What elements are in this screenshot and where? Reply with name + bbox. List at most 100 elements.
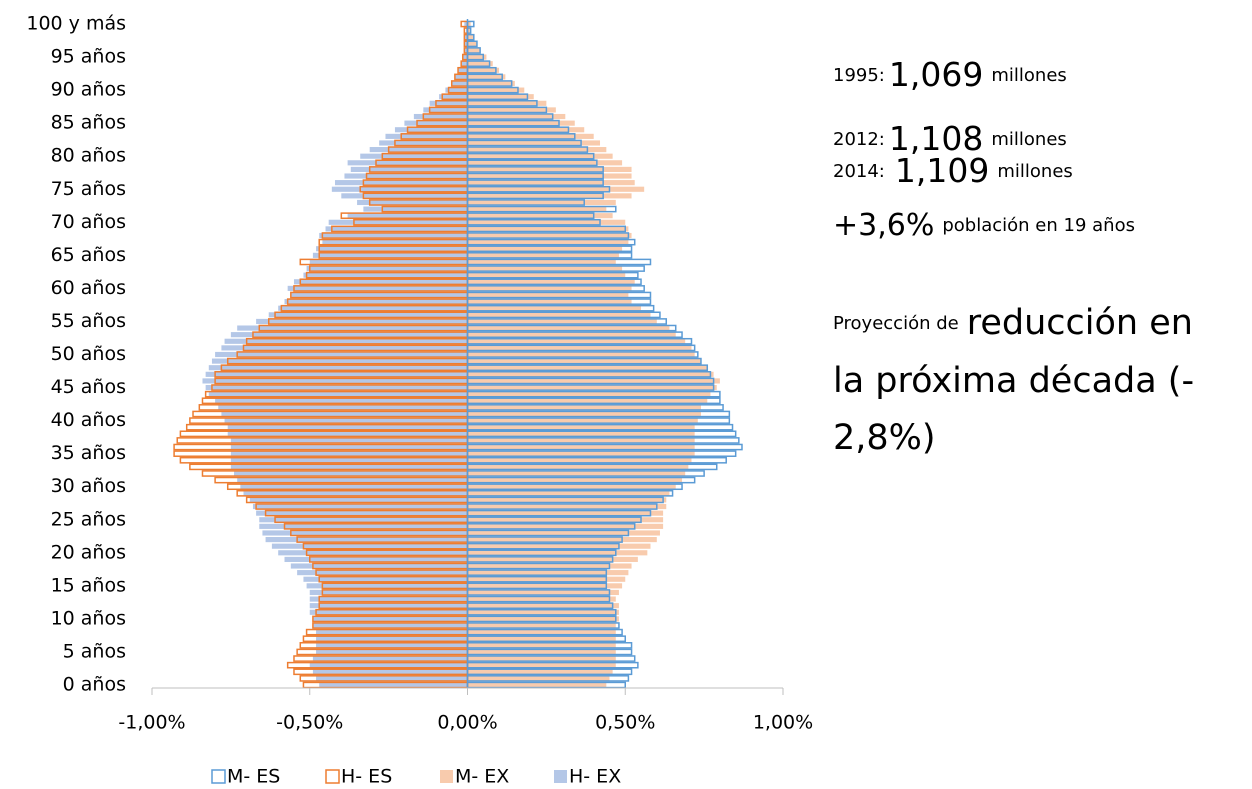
bar (467, 61, 493, 67)
bar (284, 299, 468, 305)
bar (467, 180, 635, 186)
bar (347, 213, 468, 219)
bar (467, 583, 623, 589)
bar (467, 299, 632, 305)
growth-text: población en 19 años (942, 215, 1135, 236)
bar (467, 206, 607, 212)
bar (467, 232, 632, 239)
bar (230, 437, 468, 444)
bar (316, 246, 468, 252)
bar (394, 127, 468, 133)
bar (467, 451, 695, 457)
y-tick-label: 15 años (51, 574, 126, 596)
bar (205, 384, 468, 391)
y-tick-label: 0 años (63, 674, 126, 696)
bar (309, 662, 468, 668)
bar (467, 358, 701, 364)
bar (467, 603, 619, 609)
bar (230, 451, 468, 457)
unit: millones (991, 129, 1066, 150)
population: 1,108 (889, 119, 983, 158)
bar (467, 437, 695, 444)
bar (309, 609, 468, 615)
bar (234, 470, 468, 477)
population: 1,069 (889, 55, 983, 94)
y-tick-label: 75 años (51, 178, 126, 200)
bar (445, 87, 468, 93)
bar (464, 21, 468, 27)
bar (303, 576, 468, 582)
bar (303, 272, 468, 278)
bar (454, 74, 468, 80)
bar (467, 662, 616, 668)
y-tick-label: 85 años (51, 112, 126, 134)
bar (467, 570, 629, 576)
bar (467, 325, 670, 331)
legend-swatch (211, 769, 226, 784)
bar (467, 285, 632, 291)
x-tick-label: -1,00% (118, 712, 185, 734)
bar (467, 47, 481, 54)
bar (467, 576, 626, 582)
bar (467, 87, 525, 93)
bar (316, 642, 468, 648)
bar (467, 642, 616, 648)
bar (467, 530, 660, 536)
bar (467, 589, 619, 596)
y-tick-label: 10 años (51, 607, 126, 629)
bar (467, 153, 613, 159)
bar (312, 252, 468, 258)
bar (462, 54, 468, 60)
bar (218, 404, 468, 410)
legend-swatch (554, 770, 567, 783)
bar (325, 226, 468, 232)
bar (309, 603, 468, 609)
bar (309, 259, 468, 265)
bar (467, 133, 594, 139)
bar (467, 186, 645, 192)
bar (467, 510, 664, 516)
bar (467, 80, 515, 87)
bar (259, 523, 468, 529)
bar (290, 563, 468, 569)
bar (347, 160, 468, 166)
bar (221, 411, 468, 417)
bar (467, 523, 664, 529)
bar (467, 596, 616, 602)
bar (467, 484, 676, 490)
y-tick-label: 80 años (51, 145, 126, 167)
bar (467, 622, 616, 629)
bar (230, 332, 468, 338)
projection-text: la próxima década (- (833, 361, 1194, 401)
bar (467, 199, 616, 206)
bar (259, 517, 468, 523)
bar (413, 113, 468, 120)
y-tick-label: 25 años (51, 508, 126, 530)
bar (262, 530, 468, 536)
y-tick-label: 40 años (51, 409, 126, 431)
bar (451, 80, 468, 87)
bar (467, 338, 686, 344)
bar (465, 28, 468, 34)
bar (363, 206, 468, 212)
bar (467, 166, 632, 172)
y-tick-label: 65 años (51, 244, 126, 266)
bar (215, 351, 468, 358)
unit: millones (997, 161, 1072, 182)
bar (243, 490, 468, 496)
legend-label: M- EX (455, 766, 509, 788)
bar (467, 675, 610, 681)
bar (341, 193, 468, 199)
bar (467, 239, 629, 245)
legend-label: H- ES (341, 766, 392, 788)
bar (230, 464, 468, 470)
bar (464, 47, 468, 54)
bar (319, 682, 468, 688)
x-tick-label: 0,50% (595, 712, 655, 734)
bar (230, 457, 468, 463)
bar (237, 325, 468, 331)
bar (312, 616, 468, 622)
bar (252, 503, 468, 510)
bar (467, 272, 626, 278)
